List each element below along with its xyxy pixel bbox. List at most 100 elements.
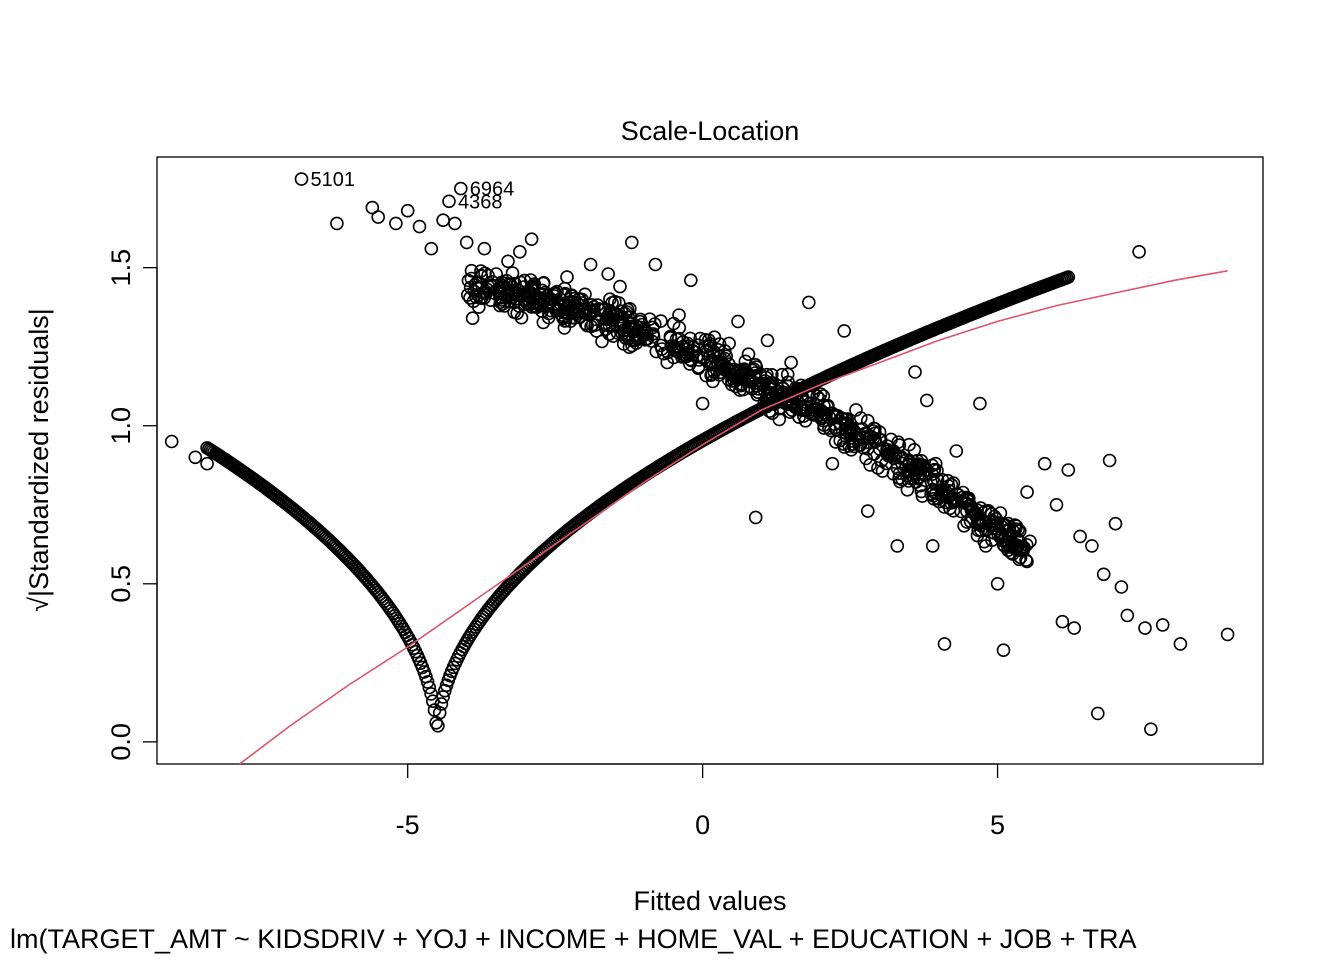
data-point: [717, 344, 732, 358]
data-point: [904, 467, 919, 482]
data-point: [912, 458, 927, 473]
data-point: [672, 308, 686, 322]
data-point: [689, 350, 704, 364]
data-point: [510, 282, 525, 297]
point-cloud: [200, 263, 1076, 733]
data-point: [902, 437, 916, 452]
data-point: [973, 396, 987, 411]
residual-points: [164, 200, 1235, 737]
data-point: [756, 376, 770, 391]
data-point: [624, 235, 639, 250]
data-point: [1096, 567, 1111, 582]
data-point: [980, 522, 995, 537]
x-axis-label: Fitted values: [633, 886, 786, 916]
data-point: [474, 264, 488, 278]
data-point: [796, 409, 811, 423]
y-axis-label-sqrt: √: [24, 597, 54, 612]
data-point: [940, 473, 955, 488]
data-point: [512, 245, 527, 259]
data-point: [389, 216, 403, 231]
data-point: [1073, 529, 1087, 544]
data-point: [497, 299, 512, 313]
data-point: [667, 342, 681, 357]
data-point: [562, 295, 576, 310]
data-point: [978, 539, 993, 553]
data-point: [365, 200, 380, 215]
data-point: [1055, 614, 1070, 629]
data-point: [901, 474, 916, 488]
data-point: [963, 497, 977, 512]
data-point: [420, 675, 435, 689]
data-point: [798, 395, 813, 409]
data-point: [490, 283, 504, 298]
data-point: [1019, 553, 1033, 567]
data-point: [731, 314, 745, 329]
data-point: [1138, 621, 1152, 635]
data-point: [944, 496, 958, 510]
data-point: [899, 468, 914, 483]
data-point: [890, 539, 905, 553]
data-point: [536, 276, 551, 291]
y-tick-label: 0.5: [106, 565, 136, 603]
data-point: [434, 697, 449, 711]
y-tick-label: 1.0: [106, 407, 136, 445]
data-point: [788, 381, 803, 396]
data-point: [525, 283, 540, 298]
data-point: [844, 421, 859, 435]
data-point: [636, 324, 651, 338]
data-point: [750, 387, 765, 402]
x-tick-label: 0: [695, 810, 710, 840]
data-point: [501, 254, 515, 269]
data-point: [1144, 722, 1158, 737]
y-axis: 0.0 0.5 1.0 1.5: [106, 249, 158, 761]
data-point: [595, 334, 609, 349]
data-point: [1085, 539, 1099, 553]
y-axis-label: √|Standardized residuals|: [24, 308, 54, 612]
data-point: [660, 355, 675, 370]
data-point: [961, 491, 975, 506]
data-point: [873, 442, 887, 457]
data-point: [719, 349, 734, 364]
data-point: [783, 405, 797, 419]
data-point: [464, 271, 479, 286]
data-point: [1132, 245, 1146, 259]
data-point: [1061, 463, 1076, 477]
model-formula: lm(TARGET_AMT ~ KIDSDRIV + YOJ + INCOME …: [10, 924, 1137, 954]
data-point: [475, 290, 489, 305]
plot-frame: [156, 156, 1264, 765]
data-point: [623, 316, 638, 331]
data-point: [875, 464, 890, 478]
data-point: [463, 280, 478, 295]
data-point: [639, 332, 653, 347]
data-point: [448, 216, 462, 231]
data-point: [885, 444, 900, 459]
data-point: [517, 280, 531, 294]
data-point: [1011, 533, 1025, 548]
data-point: [1102, 453, 1117, 468]
data-point: [422, 680, 437, 695]
data-point: [852, 438, 866, 452]
data-point: [436, 213, 450, 227]
data-point: [578, 316, 593, 331]
data-point: [400, 203, 415, 218]
data-point: [493, 295, 508, 310]
data-point: [914, 484, 929, 499]
data-point: [680, 336, 695, 351]
data-point: [859, 451, 873, 466]
data-point: [937, 637, 952, 651]
data-point: [835, 411, 850, 426]
data-point: [837, 324, 852, 338]
y-tick-label: 1.5: [106, 249, 136, 287]
data-point: [1108, 516, 1123, 531]
data-point: [550, 284, 564, 299]
data-point: [1020, 554, 1034, 569]
y-tick-label: 0.0: [106, 723, 136, 761]
data-point: [613, 279, 627, 294]
data-point: [741, 347, 756, 362]
data-point: [837, 440, 852, 454]
data-point: [851, 430, 865, 445]
data-point: [602, 311, 617, 325]
data-point: [412, 219, 427, 234]
data-point: [695, 396, 710, 411]
